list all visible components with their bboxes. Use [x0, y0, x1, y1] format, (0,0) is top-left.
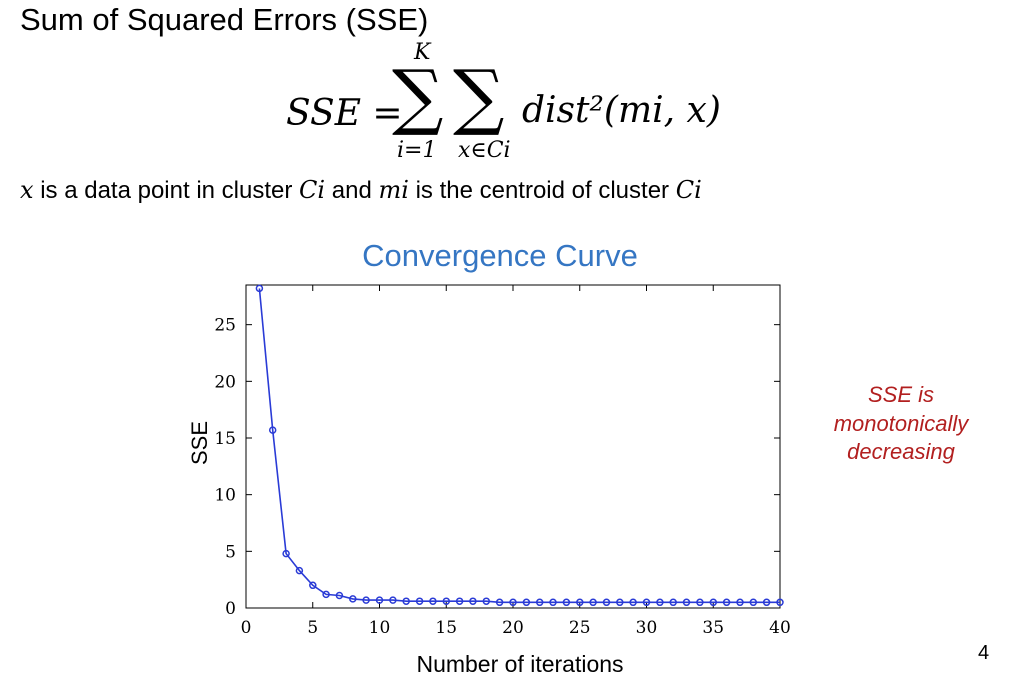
y-axis-label: SSE [187, 420, 212, 466]
plot-frame [245, 284, 781, 609]
page-number: 4 [978, 642, 990, 664]
sse-data-point [455, 597, 464, 605]
y-tick-label: 10 [214, 486, 236, 506]
y-tick-label: 20 [214, 372, 236, 392]
formula-upper-limit: K [414, 40, 431, 65]
x-tick-label: 35 [702, 618, 724, 638]
sse-data-point [642, 598, 651, 607]
sse-data-point [482, 597, 491, 605]
y-tick-label: 0 [225, 599, 236, 619]
sse-data-point [535, 598, 544, 607]
sse-data-point [629, 598, 637, 607]
sse-data-point [509, 598, 517, 607]
sse-formula: SSE = K ∑ ∑ i=1 x∈Ci dist²(mi, x) [0, 0, 1024, 175]
sse-data-point [415, 597, 424, 605]
sse-data-point [295, 566, 304, 575]
sse-data-point [549, 598, 557, 607]
definition-var-x: x [20, 176, 34, 204]
x-tick-label: 15 [435, 618, 457, 638]
formula-lhs: SSE = [286, 93, 403, 134]
sse-data-point [389, 596, 397, 604]
sse-data-point [268, 426, 277, 434]
x-tick-label: 20 [502, 618, 524, 638]
sse-data-point [362, 596, 370, 604]
sse-data-point [602, 598, 611, 607]
sse-series-points [255, 284, 784, 607]
sse-data-point [722, 598, 731, 607]
summation-symbol-inner: ∑ [453, 54, 505, 138]
x-axis-label: Number of iterations [416, 651, 624, 677]
sse-series-line [258, 288, 780, 604]
y-ticks: 0 5 10 15 20 25 [214, 316, 780, 619]
sse-data-point [669, 598, 677, 607]
chart-title: Convergence Curve [362, 238, 638, 273]
x-tick-label: 0 [241, 618, 252, 638]
sse-data-point [656, 598, 664, 607]
sse-data-point [442, 597, 451, 605]
definition-text: x is a data point in cluster Ci and mi i… [20, 176, 702, 205]
y-tick-label: 15 [214, 429, 236, 449]
sse-data-point [749, 598, 758, 607]
sse-data-point [762, 598, 771, 607]
sse-data-point [562, 598, 571, 607]
sse-data-point [255, 284, 264, 293]
definition-text-1: is a data point in cluster [33, 177, 300, 204]
sse-data-point [682, 598, 691, 607]
slide-title: Sum of Squared Errors (SSE) [20, 2, 429, 37]
sse-data-point [349, 595, 357, 603]
sse-data-point [495, 598, 504, 607]
summation-symbol-outer: ∑ [392, 54, 444, 138]
x-tick-label: 25 [569, 618, 591, 638]
y-tick-label: 5 [225, 542, 236, 562]
definition-cluster-2: Ci [675, 176, 702, 204]
definition-cluster-1: Ci [299, 176, 326, 204]
formula-lower-limit-inner: x∈Ci [458, 138, 511, 163]
sse-data-point [375, 596, 384, 604]
definition-centroid: mi [378, 176, 409, 204]
sse-data-point [589, 598, 597, 607]
sse-data-point [709, 598, 718, 607]
definition-text-3: is the centroid of cluster [408, 177, 676, 204]
sse-data-point [696, 598, 704, 607]
formula-rhs: dist²(mi, x) [522, 90, 721, 131]
sse-data-point [309, 581, 317, 590]
monotonic-note: SSE is monotonically decreasing [833, 382, 969, 465]
y-tick-label: 25 [214, 316, 236, 336]
sse-data-point [736, 598, 744, 607]
x-tick-label: 5 [307, 618, 318, 638]
x-tick-label: 40 [769, 618, 791, 638]
sse-data-point [322, 590, 330, 599]
sse-data-point [576, 598, 584, 607]
x-tick-label: 30 [636, 618, 658, 638]
definition-text-2: and [325, 177, 379, 204]
x-ticks: 0 5 10 15 20 25 30 35 40 [241, 285, 791, 638]
sse-data-point [282, 549, 290, 558]
sse-data-point [616, 598, 624, 607]
sse-data-point [522, 598, 531, 607]
sse-data-point [335, 591, 344, 600]
x-tick-label: 10 [369, 618, 391, 638]
sse-data-point [776, 598, 784, 607]
sse-data-point [469, 597, 477, 605]
sse-data-point [429, 597, 437, 605]
sse-data-point [402, 597, 410, 605]
formula-lower-limit-outer: i=1 [397, 138, 437, 163]
